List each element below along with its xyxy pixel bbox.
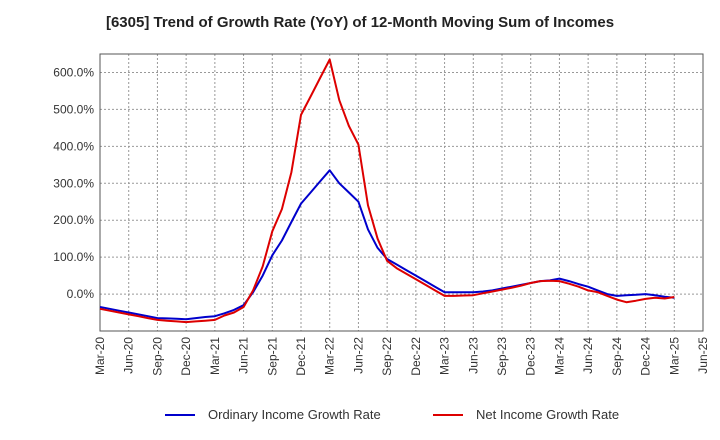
y-tick-label: 0.0% xyxy=(67,287,95,301)
y-tick-label: 200.0% xyxy=(53,213,94,227)
y-tick-label: 100.0% xyxy=(53,250,94,264)
x-tick-label: Sep-23 xyxy=(495,337,509,376)
x-tick-label: Jun-22 xyxy=(351,337,365,374)
series-line-1 xyxy=(99,58,675,324)
series-line-0 xyxy=(99,169,675,321)
x-tick-label: Jun-21 xyxy=(237,337,251,374)
x-tick-label: Sep-21 xyxy=(265,337,279,376)
plot-frame xyxy=(99,53,704,332)
x-tick-label: Mar-23 xyxy=(438,337,452,375)
x-tick-label: Jun-25 xyxy=(696,337,710,374)
x-tick-label: Jun-23 xyxy=(466,337,480,374)
y-axis: 0.0% 100.0% 200.0% 300.0% 400.0% 500.0% 600.0% xyxy=(53,65,94,301)
y-tick-label: 600.0% xyxy=(53,65,94,79)
legend-label-1: Net Income Growth Rate xyxy=(476,407,619,422)
legend-label-0: Ordinary Income Growth Rate xyxy=(208,407,381,422)
x-axis: Mar-20 Jun-20 Sep-20 Dec-20 Mar-21 Jun-21 Sep-… xyxy=(93,337,710,376)
x-tick-label: Dec-21 xyxy=(294,337,308,376)
x-tick-label: Dec-22 xyxy=(409,337,423,376)
x-tick-label: Mar-25 xyxy=(667,337,681,375)
x-tick-label: Mar-21 xyxy=(208,337,222,375)
grid xyxy=(100,54,703,331)
x-tick-label: Jun-20 xyxy=(122,337,136,374)
x-tick-label: Sep-20 xyxy=(150,337,164,376)
x-tick-label: Mar-20 xyxy=(93,337,107,375)
x-tick-label: Mar-22 xyxy=(323,337,337,375)
y-tick-label: 400.0% xyxy=(53,139,94,153)
legend: Ordinary Income Growth Rate Net Income Gr… xyxy=(165,407,619,422)
chart-title: [6305] Trend of Growth Rate (YoY) of 12-… xyxy=(105,14,615,31)
x-tick-label: Dec-20 xyxy=(179,337,193,376)
y-tick-label: 300.0% xyxy=(53,176,94,190)
y-tick-label: 500.0% xyxy=(53,102,94,116)
x-tick-label: Jun-24 xyxy=(581,337,595,374)
x-tick-label: Mar-24 xyxy=(552,337,566,375)
x-tick-label: Dec-24 xyxy=(639,337,653,376)
series-layer xyxy=(99,58,675,324)
x-tick-label: Sep-24 xyxy=(610,337,624,376)
x-tick-label: Sep-22 xyxy=(380,337,394,376)
x-tick-label: Dec-23 xyxy=(524,337,538,376)
